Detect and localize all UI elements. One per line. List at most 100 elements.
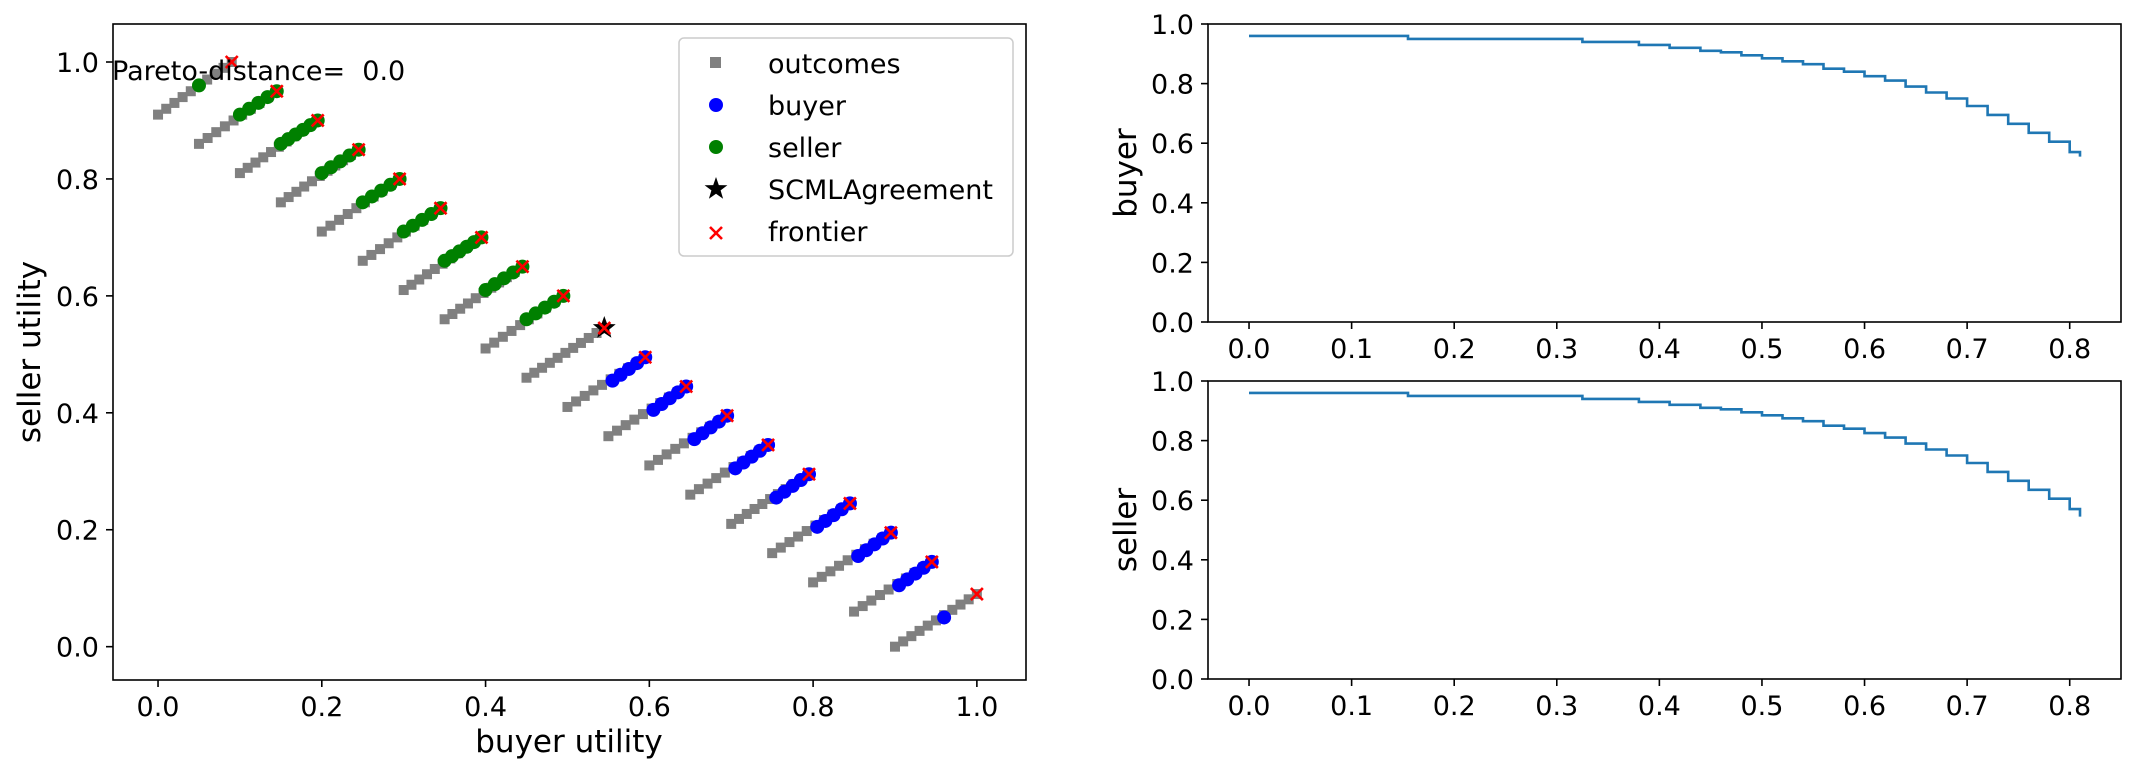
legend-label-agreement: SCMLAgreement xyxy=(768,175,993,206)
legend: outcomes buyer seller SCMLAgreement fron… xyxy=(678,37,1014,257)
y-tick-label: 0.8 xyxy=(1151,70,1194,101)
y-tick-label: 0.2 xyxy=(1151,605,1194,636)
outcome-point xyxy=(612,425,623,436)
scatter-y-ticks: 0.0 0.2 0.4 0.6 0.8 1.0 xyxy=(56,48,113,664)
y-tick-label: 0.8 xyxy=(56,165,99,196)
x-tick-label: 0.3 xyxy=(1535,334,1578,365)
outcome-point xyxy=(678,438,689,449)
outcome-point xyxy=(603,431,614,442)
outcome-point xyxy=(283,192,294,203)
outcome-point xyxy=(299,181,310,192)
seller-y-ticks: 0.0 0.2 0.4 0.6 0.8 1.0 xyxy=(1151,367,1208,696)
frontier-point xyxy=(224,55,239,69)
pareto-distance-annotation: Pareto-distance= 0.0 xyxy=(112,56,405,87)
outcome-point xyxy=(291,186,302,197)
x-tick-label: 0.2 xyxy=(1433,691,1476,722)
outcome-point xyxy=(775,542,786,553)
outcome-point xyxy=(455,303,466,314)
buyer-x-ticks: 0.0 0.1 0.2 0.3 0.4 0.5 0.6 0.7 0.8 xyxy=(1228,322,2091,365)
outcome-point xyxy=(637,409,648,420)
frontier-point xyxy=(969,587,984,601)
x-tick-label: 0.4 xyxy=(1638,691,1681,722)
y-tick-label: 0.0 xyxy=(56,633,99,664)
x-tick-label: 0.5 xyxy=(1740,334,1783,365)
outcome-point xyxy=(963,594,974,605)
outcome-point xyxy=(447,308,458,319)
outcome-point xyxy=(898,636,909,647)
outcome-point xyxy=(234,168,245,179)
seller-y-axis-label: seller xyxy=(1108,488,1144,573)
y-tick-label: 1.0 xyxy=(1151,367,1194,398)
outcome-point xyxy=(726,518,737,529)
legend-marker-frontier-x-icon xyxy=(709,226,723,240)
outcome-point xyxy=(562,401,573,412)
scatter-axes-frame xyxy=(112,23,1027,681)
outcome-point xyxy=(801,526,812,537)
outcome-point xyxy=(153,109,164,120)
frontier-point xyxy=(556,288,571,303)
outcome-point xyxy=(733,513,744,524)
x-tick-label: 0.1 xyxy=(1330,691,1373,722)
x-tick-label: 0.0 xyxy=(1228,691,1271,722)
frontier-point xyxy=(720,408,735,423)
x-tick-label: 0.8 xyxy=(792,692,835,723)
outcome-point xyxy=(575,337,586,348)
outcome-point xyxy=(357,255,368,266)
outcome-point xyxy=(955,599,966,610)
frontier-point xyxy=(679,379,694,394)
outcome-point xyxy=(515,320,526,331)
x-tick-label: 0.6 xyxy=(1843,691,1886,722)
x-tick-label: 0.8 xyxy=(2048,691,2091,722)
frontier-point xyxy=(515,259,530,274)
y-tick-label: 0.6 xyxy=(1151,129,1194,160)
outcome-point xyxy=(825,566,836,577)
seller-utility-panel: 0.0 0.1 0.2 0.3 0.4 0.5 0.6 0.7 0.8 0.0 0.2 0.4 0.6… xyxy=(1108,367,2122,722)
outcome-point xyxy=(185,86,196,97)
y-tick-label: 1.0 xyxy=(1151,10,1194,41)
outcome-point xyxy=(306,176,317,187)
outcome-point xyxy=(258,152,269,163)
scatter-marks xyxy=(153,55,984,652)
outcome-point xyxy=(808,577,819,588)
outcome-point xyxy=(568,342,579,353)
outcome-point xyxy=(342,209,353,220)
outcome-point xyxy=(711,473,722,484)
x-tick-label: 0.0 xyxy=(1228,334,1271,365)
outcome-point xyxy=(767,548,778,559)
outcome-point xyxy=(351,203,362,214)
x-tick-label: 0.6 xyxy=(1843,334,1886,365)
outcome-point xyxy=(544,357,555,368)
outcome-point xyxy=(591,327,602,338)
outcome-point xyxy=(757,499,768,510)
x-tick-label: 0.6 xyxy=(628,692,671,723)
frontier-point xyxy=(310,113,325,128)
outcome-point xyxy=(629,414,640,425)
buyer-y-ticks: 0.0 0.2 0.4 0.6 0.8 1.0 xyxy=(1151,10,1208,339)
x-tick-label: 0.7 xyxy=(1946,334,1989,365)
outcome-point xyxy=(842,555,853,566)
outcome-point xyxy=(398,285,409,296)
x-tick-label: 0.2 xyxy=(300,692,343,723)
outcome-point xyxy=(552,352,563,363)
outcome-point xyxy=(392,232,403,243)
scatter-x-ticks: 0.0 0.2 0.4 0.6 0.8 1.0 xyxy=(137,680,998,723)
y-tick-label: 0.0 xyxy=(1151,665,1194,696)
outcome-point xyxy=(429,263,440,274)
y-tick-label: 1.0 xyxy=(56,48,99,79)
outcome-point xyxy=(470,293,481,304)
outcome-point xyxy=(325,220,336,231)
outcome-point xyxy=(242,162,253,173)
frontier-point xyxy=(474,230,489,245)
x-tick-label: 0.3 xyxy=(1535,691,1578,722)
outcome-point xyxy=(883,584,894,595)
outcome-point xyxy=(219,121,230,132)
legend-label-frontier: frontier xyxy=(768,217,868,248)
frontier-point xyxy=(351,142,366,157)
outcome-point xyxy=(693,484,704,495)
frontier-point xyxy=(883,525,898,540)
outcome-point xyxy=(375,244,386,255)
y-tick-label: 0.6 xyxy=(1151,486,1194,517)
outcome-point xyxy=(383,238,394,249)
outcome-point xyxy=(462,298,473,309)
outcome-point xyxy=(202,133,213,144)
